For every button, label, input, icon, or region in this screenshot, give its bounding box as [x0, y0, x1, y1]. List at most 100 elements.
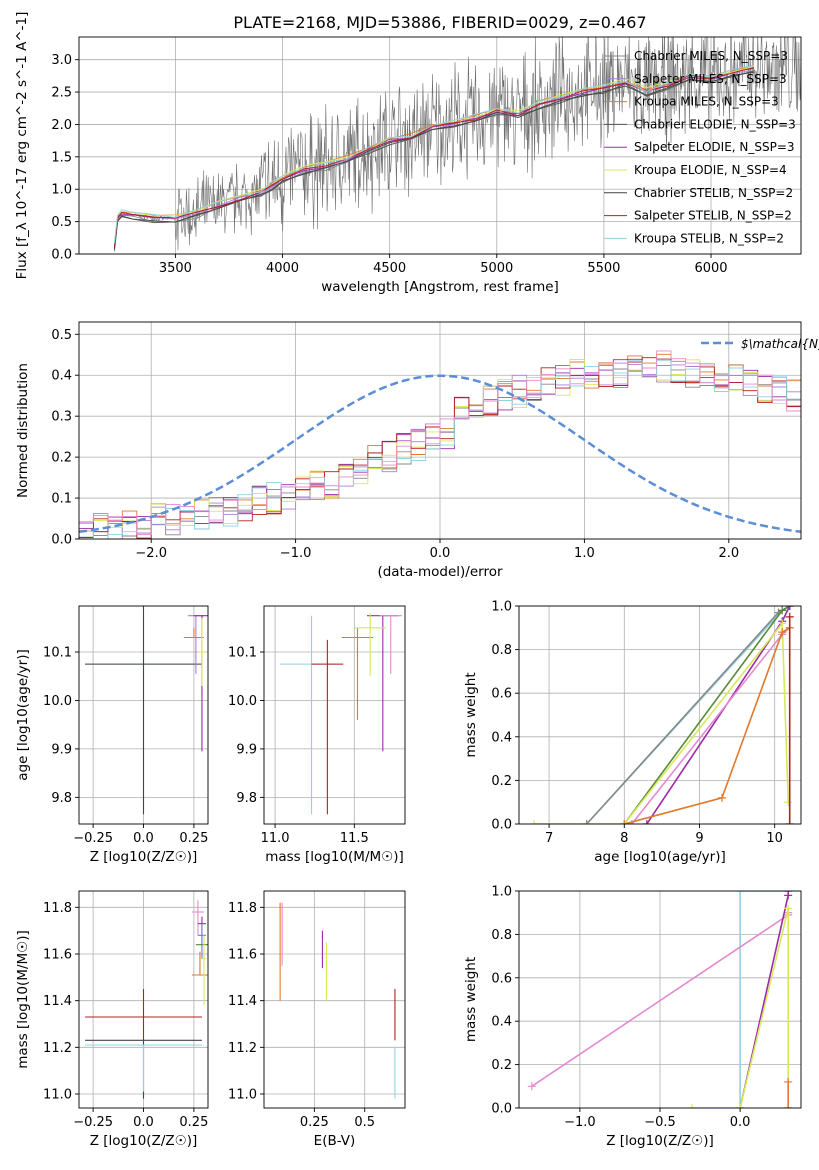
y-tick-label: 1.0 [51, 183, 72, 198]
y-axis-label: mass weight [463, 672, 479, 757]
axes-frame [78, 890, 209, 1109]
axes-frame [78, 321, 802, 540]
y-tick-label: 10.0 [228, 694, 257, 709]
axes-frame [78, 36, 802, 255]
x-tick-label: −1.0 [564, 1115, 596, 1130]
legend-entry: Salpeter ELODIE, N_SSP=3 [634, 140, 795, 154]
y-tick-label: 0.6 [491, 971, 512, 986]
y-tick-label: 11.4 [228, 994, 257, 1009]
residual-histogram-panel: −2.0 −1.0 0.0 1.0 2.0 0.0 0.1 0.2 0.3 0.4 0.5 (data… [15, 321, 819, 580]
cumulative-line [739, 891, 789, 1108]
legend-entry: Salpeter MILES, N_SSP=3 [634, 72, 787, 86]
legend-entry: $\mathcal{N}(0,1)$ [741, 337, 819, 351]
x-tick-label: −1.0 [280, 546, 312, 561]
spectrum-panel: 3500 4000 4500 5000 5500 6000 0.0 0.5 1.0 1.5 2.0 2… [14, 12, 802, 295]
legend-entry: Kroupa STELIB, N_SSP=2 [634, 231, 784, 245]
x-tick-label: 5000 [480, 261, 513, 276]
x-axis-label: wavelength [Angstrom, rest frame] [321, 279, 559, 295]
x-tick-label: 10 [766, 831, 783, 846]
cumulative-line [586, 606, 791, 824]
y-tick-label: 9.9 [236, 742, 257, 757]
axes-frame [263, 605, 406, 825]
x-tick-label: 0.0 [133, 831, 154, 846]
grid-lines [519, 605, 801, 825]
y-tick-label: 2.0 [51, 118, 72, 133]
cumulative-marker [784, 798, 793, 807]
y-tick-label: 9.8 [236, 791, 257, 806]
x-tick-label: 11.5 [340, 831, 369, 846]
cumulative-marker [784, 904, 793, 913]
x-tick-label: 9 [695, 831, 703, 846]
x-tick-label: −0.25 [73, 1115, 113, 1130]
legend-entry: Kroupa MILES, N_SSP=3 [634, 95, 779, 109]
cumulative-marker [785, 612, 794, 621]
x-axis-label: Z [log10(Z/Z☉)] [90, 849, 198, 865]
spectrum-data-line [114, 37, 801, 251]
x-axis-label: Z [log10(Z/Z☉)] [90, 1133, 198, 1149]
x-axis-label: (data-model)/error [377, 564, 503, 580]
mass-vs-metallicity-panel: −0.25 0.0 0.25 11.0 11.2 11.4 11.6 11.8 Z [log10… [15, 890, 209, 1149]
x-tick-label: 4500 [373, 261, 406, 276]
x-tick-label: 7 [545, 831, 553, 846]
cumulative-marker [620, 820, 629, 824]
cumulative-marker [784, 1104, 793, 1108]
x-tick-label: 1.0 [574, 546, 595, 561]
y-tick-label: 11.2 [43, 1041, 72, 1056]
y-tick-label: 10.1 [228, 646, 257, 661]
spectrum-model-line [113, 71, 754, 250]
plot-area [530, 606, 794, 824]
cumulative-marker [736, 891, 745, 895]
x-tick-label: 0.25 [300, 1115, 329, 1130]
y-axis-label: mass weight [463, 957, 479, 1042]
x-axis-label: age [log10(age/yr)] [594, 849, 726, 865]
mass-vs-ebv-panel: 0.25 0.5 11.0 11.2 11.4 11.6 11.8 E(B-V) [228, 890, 406, 1149]
axes-frame [518, 605, 802, 825]
cumulative-line [624, 627, 791, 824]
legend-entry: Chabrier STELIB, N_SSP=2 [634, 186, 793, 200]
y-tick-label: 3.0 [51, 53, 72, 68]
y-tick-label: 11.0 [228, 1088, 257, 1103]
y-tick-label: 11.4 [43, 994, 72, 1009]
plot-area [79, 350, 801, 539]
y-tick-label: 10.1 [43, 646, 72, 661]
y-tick-label: 0.8 [491, 928, 512, 943]
y-tick-label: 11.8 [43, 901, 72, 916]
cumulative-marker [784, 891, 793, 895]
y-tick-label: 0.3 [51, 410, 72, 425]
x-axis-label: E(B-V) [314, 1133, 356, 1149]
histogram-step-series [79, 362, 801, 539]
x-axis-label: Z [log10(Z/Z☉)] [606, 1133, 714, 1149]
y-tick-label: 1.5 [51, 150, 72, 165]
x-tick-label: 0.25 [179, 831, 208, 846]
y-axis-label: Normed distribution [15, 363, 31, 498]
axes-frame [518, 890, 802, 1109]
x-tick-label: −2.0 [135, 546, 167, 561]
x-tick-label: −0.25 [73, 831, 113, 846]
legend-entry: Chabrier MILES, N_SSP=3 [634, 49, 788, 63]
y-tick-label: 0.5 [51, 215, 72, 230]
x-tick-label: 8 [620, 831, 628, 846]
y-tick-label: 0.4 [51, 369, 72, 384]
histogram-step-series [79, 350, 801, 539]
legend-entry: Kroupa ELODIE, N_SSP=4 [634, 163, 787, 177]
y-tick-label: 0.5 [51, 328, 72, 343]
cumulative-marker [642, 820, 651, 824]
age-vs-mass-panel: 11.0 11.5 9.8 9.9 10.0 10.1 mass [log10(M/M☉)] [228, 605, 406, 865]
y-tick-label: 11.2 [228, 1041, 257, 1056]
cumulative-mass-vs-age-panel: 7 8 9 10 0.0 0.2 0.4 0.6 0.8 1.0 age [log10(age/yr… [463, 600, 802, 865]
legend-entry: Salpeter STELIB, N_SSP=2 [634, 209, 792, 223]
cumulative-marker [718, 793, 727, 802]
x-tick-label: 0.5 [354, 1115, 375, 1130]
y-tick-label: 2.5 [51, 86, 72, 101]
y-tick-label: 10.0 [43, 694, 72, 709]
cumulative-marker [785, 820, 794, 824]
y-tick-label: 0.2 [491, 1058, 512, 1073]
cumulative-marker [778, 619, 787, 628]
axes-frame [78, 605, 209, 825]
y-tick-label: 11.8 [228, 901, 257, 916]
y-tick-label: 1.0 [491, 600, 512, 615]
y-axis-label: Flux [f_λ 10^-17 erg cm^-2 s^-1 A^-1] [14, 12, 30, 280]
plot-area [85, 900, 208, 1099]
x-tick-label: 0.25 [179, 1115, 208, 1130]
